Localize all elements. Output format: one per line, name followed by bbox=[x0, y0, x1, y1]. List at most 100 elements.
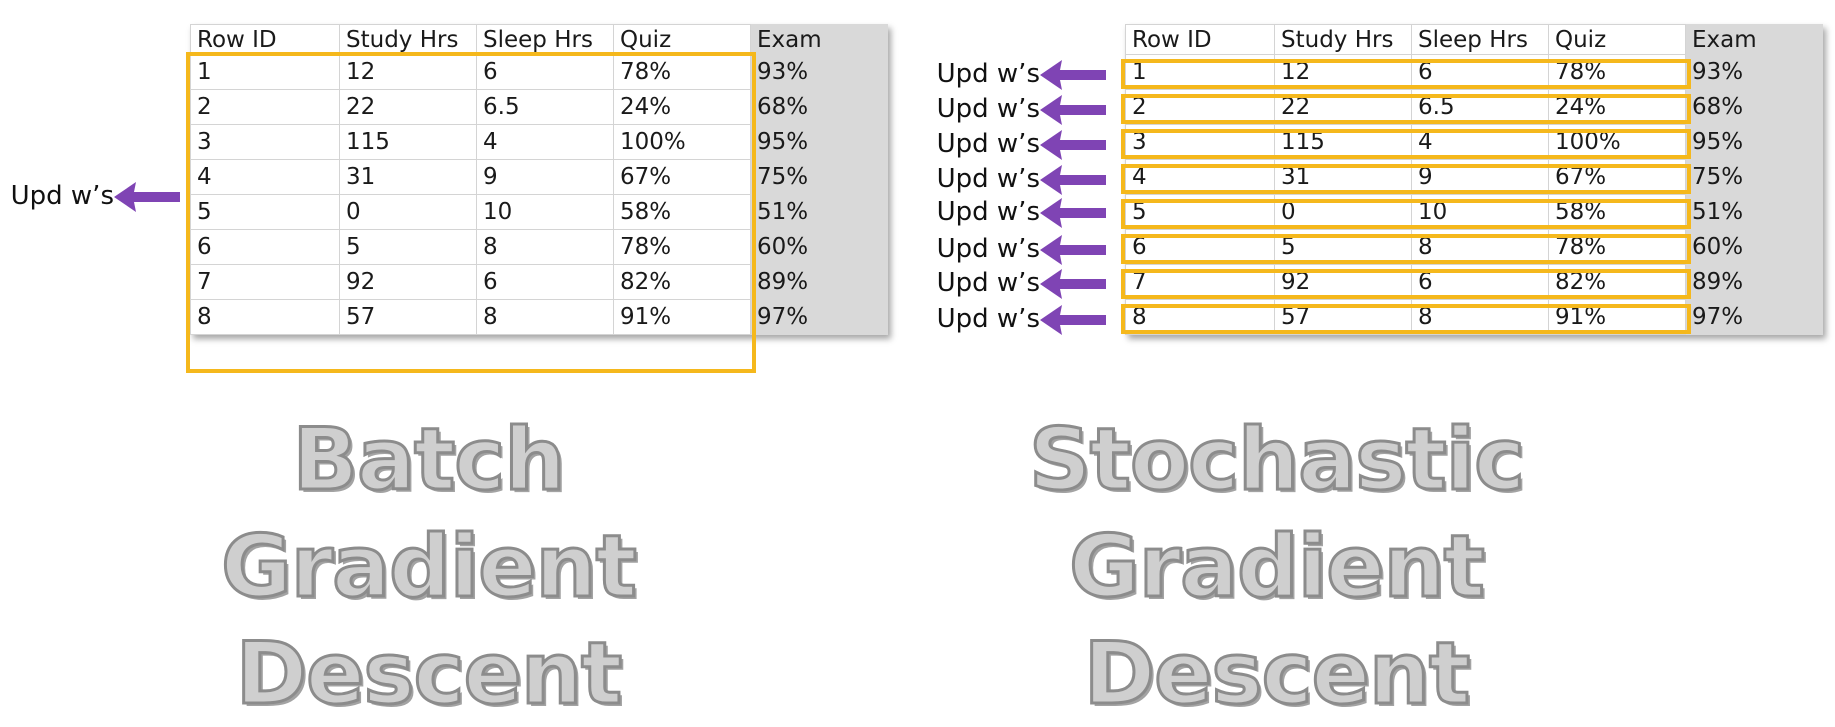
table-cell: 31 bbox=[339, 159, 477, 195]
table-cell: 93% bbox=[1685, 54, 1823, 90]
stochastic-update-marker: Upd w’s bbox=[918, 92, 1108, 126]
table-cell: 51% bbox=[1685, 194, 1823, 230]
arrow-left-icon bbox=[1040, 165, 1106, 195]
column-header: Quiz bbox=[613, 24, 751, 55]
table-cell: 78% bbox=[613, 54, 751, 90]
update-weights-label: Upd w’s bbox=[936, 164, 1040, 194]
table-cell: 78% bbox=[1548, 229, 1686, 265]
table-cell: 9 bbox=[476, 159, 614, 195]
table-cell: 4 bbox=[476, 124, 614, 160]
table-row: 1 12 6 78% 93% bbox=[190, 54, 888, 90]
table-cell: 22 bbox=[1274, 89, 1412, 125]
stochastic-update-marker: Upd w’s bbox=[918, 266, 1108, 300]
stochastic-title-line-2: Gradient bbox=[1068, 516, 1487, 619]
table-row: 6 5 8 78% 60% bbox=[190, 229, 888, 265]
stochastic-update-marker: Upd w’s bbox=[918, 232, 1108, 266]
update-weights-label: Upd w’s bbox=[936, 234, 1040, 264]
table-cell: 4 bbox=[1411, 124, 1549, 160]
table-cell: 1 bbox=[190, 54, 340, 90]
table-cell: 0 bbox=[1274, 194, 1412, 230]
table-row: 3 115 4 100% 95% bbox=[1125, 124, 1823, 160]
column-header: Sleep Hrs bbox=[476, 24, 614, 55]
arrow-left-icon bbox=[1040, 235, 1106, 265]
stochastic-title-line-1: Stochastic bbox=[1027, 409, 1526, 512]
arrow-left-icon bbox=[1040, 198, 1106, 228]
table-cell: 3 bbox=[190, 124, 340, 160]
table-cell: 89% bbox=[750, 264, 888, 300]
table-row: 4 31 9 67% 75% bbox=[190, 159, 888, 195]
table-cell: 6 bbox=[190, 229, 340, 265]
update-weights-label: Upd w’s bbox=[936, 94, 1040, 124]
table-cell: 57 bbox=[1274, 299, 1412, 335]
table-cell: 0 bbox=[339, 194, 477, 230]
table-cell: 58% bbox=[613, 194, 751, 230]
column-header: Row ID bbox=[1125, 24, 1275, 55]
table-cell: 89% bbox=[1685, 264, 1823, 300]
table-cell: 93% bbox=[750, 54, 888, 90]
batch-title-line-2: Gradient bbox=[220, 516, 639, 619]
table-cell: 75% bbox=[1685, 159, 1823, 195]
table-cell: 1 bbox=[1125, 54, 1275, 90]
table-row: 1 12 6 78% 93% bbox=[1125, 54, 1823, 90]
table-cell: 95% bbox=[750, 124, 888, 160]
update-weights-label: Upd w’s bbox=[10, 181, 114, 211]
update-weights-label: Upd w’s bbox=[936, 304, 1040, 334]
column-header: Exam bbox=[750, 24, 888, 55]
table-cell: 6 bbox=[476, 264, 614, 300]
stochastic-table-wrap: Row ID Study Hrs Sleep Hrs Quiz Exam 1 1… bbox=[1121, 24, 1823, 335]
stochastic-update-marker: Upd w’s bbox=[918, 162, 1108, 196]
table-cell: 6 bbox=[1411, 264, 1549, 300]
table-cell: 5 bbox=[1274, 229, 1412, 265]
column-header: Study Hrs bbox=[339, 24, 477, 55]
table-cell: 57 bbox=[339, 299, 477, 335]
table-cell: 6.5 bbox=[1411, 89, 1549, 125]
table-row: 7 92 6 82% 89% bbox=[1125, 264, 1823, 300]
table-cell: 6.5 bbox=[476, 89, 614, 125]
stochastic-panel: Row ID Study Hrs Sleep Hrs Quiz Exam 1 1… bbox=[918, 0, 1835, 726]
table-cell: 10 bbox=[1411, 194, 1549, 230]
table-row: 7 92 6 82% 89% bbox=[190, 264, 888, 300]
table-cell: 6 bbox=[476, 54, 614, 90]
table-cell: 8 bbox=[476, 299, 614, 335]
update-weights-label: Upd w’s bbox=[936, 59, 1040, 89]
arrow-left-icon bbox=[1040, 130, 1106, 160]
table-cell: 4 bbox=[1125, 159, 1275, 195]
table-row: 5 0 10 58% 51% bbox=[190, 194, 888, 230]
table-cell: 82% bbox=[1548, 264, 1686, 300]
arrow-left-icon bbox=[1040, 269, 1106, 299]
column-header: Exam bbox=[1685, 24, 1823, 55]
table-cell: 91% bbox=[1548, 299, 1686, 335]
table-cell: 7 bbox=[190, 264, 340, 300]
table-cell: 9 bbox=[1411, 159, 1549, 195]
table-cell: 67% bbox=[613, 159, 751, 195]
stochastic-update-marker: Upd w’s bbox=[918, 302, 1108, 336]
column-header: Sleep Hrs bbox=[1411, 24, 1549, 55]
table-cell: 24% bbox=[613, 89, 751, 125]
table-cell: 68% bbox=[1685, 89, 1823, 125]
update-weights-label: Upd w’s bbox=[936, 129, 1040, 159]
table-cell: 2 bbox=[190, 89, 340, 125]
update-weights-label: Upd w’s bbox=[936, 197, 1040, 227]
table-row: 2 22 6.5 24% 68% bbox=[190, 89, 888, 125]
table-cell: 4 bbox=[190, 159, 340, 195]
table-cell: 12 bbox=[339, 54, 477, 90]
table-cell: 12 bbox=[1274, 54, 1412, 90]
table-row: 5 0 10 58% 51% bbox=[1125, 194, 1823, 230]
table-cell: 8 bbox=[190, 299, 340, 335]
table-cell: 78% bbox=[1548, 54, 1686, 90]
table-cell: 92 bbox=[339, 264, 477, 300]
table-cell: 7 bbox=[1125, 264, 1275, 300]
table-cell: 8 bbox=[1411, 229, 1549, 265]
table-cell: 5 bbox=[1125, 194, 1275, 230]
table-cell: 60% bbox=[750, 229, 888, 265]
stochastic-update-marker: Upd w’s bbox=[918, 127, 1108, 161]
table-cell: 6 bbox=[1411, 54, 1549, 90]
table-cell: 92 bbox=[1274, 264, 1412, 300]
stochastic-update-marker: Upd w’s bbox=[918, 57, 1108, 91]
table-cell: 10 bbox=[476, 194, 614, 230]
table-cell: 82% bbox=[613, 264, 751, 300]
batch-table: Row ID Study Hrs Sleep Hrs Quiz Exam 1 1… bbox=[190, 24, 888, 335]
batch-title-line-1: Batch bbox=[291, 409, 567, 512]
table-header-row: Row ID Study Hrs Sleep Hrs Quiz Exam bbox=[190, 24, 888, 55]
batch-title-line-3: Descent bbox=[234, 623, 624, 726]
